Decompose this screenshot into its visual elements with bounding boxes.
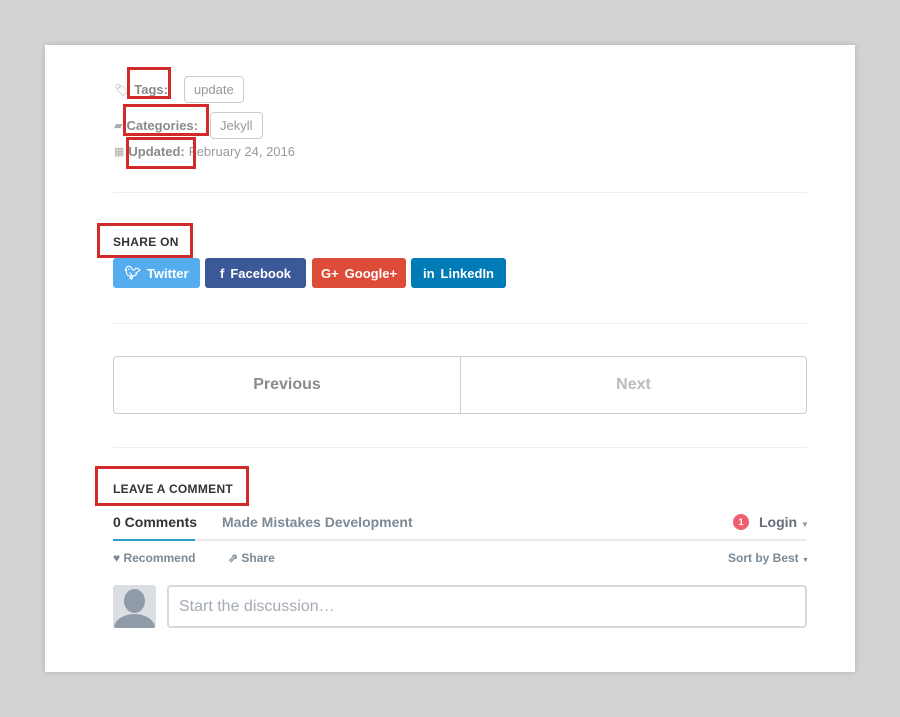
highlight-box <box>123 104 209 136</box>
button-label: Twitter <box>146 265 189 281</box>
tags-label: Tags: <box>134 82 168 97</box>
sort-label: Sort by Best <box>728 551 799 565</box>
button-label: Facebook <box>230 265 292 281</box>
share-label: Share <box>241 551 275 565</box>
highlight-box <box>97 223 193 258</box>
folder-icon: ▰ <box>114 120 123 132</box>
highlight-box <box>95 466 249 506</box>
updated-row: ▦ Updated: February 24, 2016 <box>114 144 295 159</box>
active-tab-indicator <box>113 539 195 541</box>
recommend-button[interactable]: ♥ Recommend <box>113 551 196 565</box>
share-comments-button[interactable]: ⇗ Share <box>228 551 275 565</box>
twitter-share-button[interactable]: 🐦︎ Twitter <box>113 258 200 288</box>
chevron-down-icon: ▼ <box>801 520 809 529</box>
google-plus-icon: G+ <box>320 265 339 281</box>
tab-community[interactable]: Made Mistakes Development <box>222 514 413 530</box>
facebook-share-button[interactable]: f Facebook <box>205 258 306 288</box>
categories-label: Categories: <box>126 118 198 133</box>
button-label: Google+ <box>344 265 398 281</box>
linkedin-share-button[interactable]: in LinkedIn <box>411 258 506 288</box>
facebook-icon: f <box>219 265 225 281</box>
tags-row: 🏷 Tags: update <box>114 76 244 103</box>
button-label: LinkedIn <box>440 265 494 281</box>
previous-button[interactable]: Previous <box>113 356 461 414</box>
share-heading: SHARE ON <box>113 235 179 249</box>
chevron-down-icon: ▼ <box>802 557 809 564</box>
updated-label: Updated: <box>128 144 185 159</box>
divider <box>113 323 807 324</box>
tab-underline <box>113 539 807 541</box>
categories-row: ▰ Categories: Jekyll <box>114 112 263 139</box>
calendar-icon: ▦ <box>114 146 125 158</box>
share-icon: ⇗ <box>228 551 239 565</box>
tag-update[interactable]: update <box>183 76 244 103</box>
notification-badge[interactable]: 1 <box>733 514 749 530</box>
comment-input[interactable]: Start the discussion… <box>167 585 807 628</box>
avatar <box>113 585 156 628</box>
sort-dropdown[interactable]: Sort by Best ▼ <box>728 551 809 565</box>
login-label: Login <box>759 514 798 530</box>
highlight-box <box>127 67 171 99</box>
google-plus-share-button[interactable]: G+ Google+ <box>312 258 406 288</box>
comment-heading: LEAVE A COMMENT <box>113 482 234 496</box>
tag-icon: 🏷 <box>114 82 130 97</box>
divider <box>113 192 807 193</box>
divider <box>113 447 807 448</box>
next-button[interactable]: Next <box>460 356 807 414</box>
heart-icon: ♥ <box>113 551 121 565</box>
recommend-label: Recommend <box>123 551 196 565</box>
linkedin-icon: in <box>422 265 435 281</box>
login-button[interactable]: Login ▼ <box>759 514 809 530</box>
twitter-icon: 🐦︎ <box>124 265 141 280</box>
updated-date: February 24, 2016 <box>188 144 295 159</box>
tab-comments[interactable]: 0 Comments <box>113 514 198 530</box>
highlight-box <box>126 137 196 169</box>
page-card <box>45 45 855 672</box>
category-jekyll[interactable]: Jekyll <box>210 112 263 139</box>
